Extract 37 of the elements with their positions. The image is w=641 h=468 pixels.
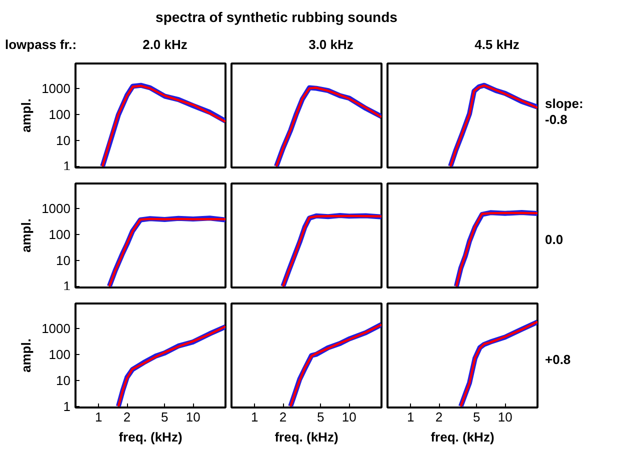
y-tick-label: 10 [56,132,71,148]
y-tick-label: 1000 [42,80,70,96]
y-tick-label: 10 [56,252,71,268]
y-tick-label: 10 [56,372,71,388]
y-axis-title: ampl. [18,338,34,372]
y-axis-title: ampl. [18,98,34,132]
y-axis-title: ampl. [18,218,34,252]
x-axis-title: freq. (kHz) [118,430,182,444]
y-tick-label: 100 [48,346,71,362]
chart-subtitle: 3.0 kHz [308,37,354,53]
x-tick-label: 2 [123,410,131,424]
y-tick-label: 1000 [42,320,70,336]
x-tick-label: 10 [186,410,200,424]
x-tick-label: 10 [342,410,356,424]
chart-subtitle: 4.5 kHz [474,37,520,53]
text: +0.8 [545,352,571,368]
x-axis-title: freq. (kHz) [274,430,338,444]
text: lowpass fr.: [5,37,77,53]
x-tick-label: 1 [406,410,414,424]
chart-subtitle: 2.0 kHz [142,37,188,53]
y-tick-label: 1 [63,398,71,414]
x-tick-label: 2 [435,410,443,424]
x-tick-label: 10 [498,410,512,424]
x-tick-label: 5 [473,410,480,424]
x-tick-label: 5 [161,410,168,424]
x-tick-label: 1 [250,410,258,424]
chart-title: spectra of synthetic rubbing sounds [156,9,398,25]
y-tick-label: 100 [48,226,71,242]
x-tick-label: 1 [94,410,102,424]
text: slope: [545,96,584,111]
x-tick-label: 2 [279,410,287,424]
text: -0.8 [545,112,568,127]
y-tick-label: 100 [48,106,71,122]
x-axis-title: freq. (kHz) [430,430,494,444]
y-tick-label: 1000 [42,200,70,216]
x-tick-label: 5 [317,410,324,424]
text: 0.0 [545,232,564,248]
